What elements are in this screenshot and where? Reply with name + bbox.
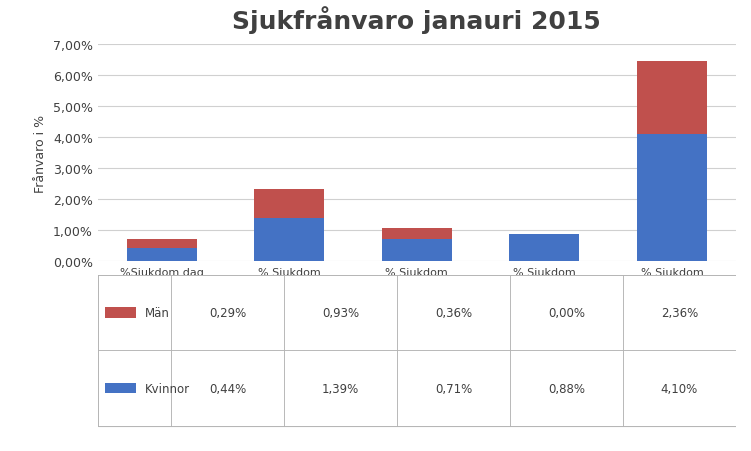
Bar	[397, 275, 510, 350]
Text: 0,88%: 0,88%	[548, 382, 585, 395]
Bar	[397, 350, 510, 426]
Bar	[623, 275, 736, 350]
Bar	[98, 275, 736, 426]
Bar	[105, 383, 136, 393]
Text: Män: Män	[144, 306, 169, 319]
Text: 2,36%: 2,36%	[661, 306, 698, 319]
Text: 0,71%: 0,71%	[435, 382, 472, 395]
Text: 1,39%: 1,39%	[322, 382, 359, 395]
Text: 0,00%: 0,00%	[548, 306, 585, 319]
Bar	[254, 190, 324, 219]
Text: 0,93%: 0,93%	[322, 306, 359, 319]
Bar	[127, 239, 197, 248]
Bar	[382, 229, 452, 239]
Bar	[98, 350, 171, 426]
Title: Sjukfrånvaro janauri 2015: Sjukfrånvaro janauri 2015	[232, 6, 602, 33]
Bar	[254, 219, 324, 262]
Bar	[171, 350, 284, 426]
Text: 0,29%: 0,29%	[209, 306, 246, 319]
Bar	[623, 350, 736, 426]
Bar	[98, 275, 171, 350]
Bar	[284, 350, 397, 426]
Text: 4,10%: 4,10%	[661, 382, 698, 395]
Bar	[509, 235, 580, 262]
Text: 0,44%: 0,44%	[209, 382, 246, 395]
Bar	[510, 350, 623, 426]
Text: 0,36%: 0,36%	[435, 306, 472, 319]
Y-axis label: Frånvaro i %: Frånvaro i %	[35, 115, 47, 192]
Bar	[284, 275, 397, 350]
Bar	[637, 135, 707, 262]
Bar	[105, 308, 136, 318]
Text: Kvinnor: Kvinnor	[144, 382, 189, 395]
Bar	[510, 275, 623, 350]
Bar	[637, 62, 707, 135]
Bar	[127, 248, 197, 262]
Bar	[171, 275, 284, 350]
Bar	[382, 239, 452, 262]
